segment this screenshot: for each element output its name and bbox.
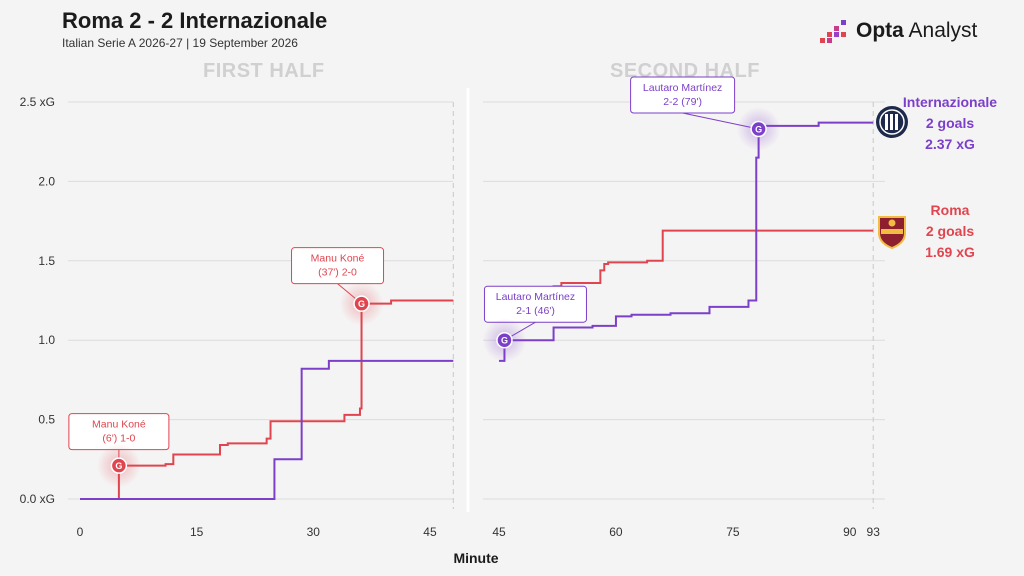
goal-marker	[750, 120, 767, 138]
roma-crest-icon	[878, 216, 906, 250]
series-line-roma	[80, 299, 454, 500]
x-axis-title: Minute	[453, 550, 498, 566]
roma-label: Roma 2 goals 1.69 xG	[905, 200, 995, 263]
x-tick-label: 75	[726, 525, 740, 539]
goal-marker-label: G	[358, 299, 365, 309]
roma-goals: 2 goals	[925, 223, 975, 239]
brand-rest: Analyst	[903, 19, 978, 42]
goal-marker	[496, 331, 513, 349]
opta-analyst-logo: Opta Analyst	[820, 18, 977, 44]
goal-marker-label: G	[501, 336, 508, 346]
inter-crest-bar	[885, 114, 888, 130]
first-half-label: FIRST HALF	[203, 60, 325, 82]
inter-label: Internazionale 2 goals 2.37 xG	[895, 92, 1005, 155]
inter-crest-ring	[879, 109, 905, 135]
goal-callout-text: Manu Koné	[92, 419, 146, 431]
roma-crest-band	[881, 229, 903, 234]
roma-xg: 1.69 xG	[925, 244, 975, 260]
brand-bold: Opta	[856, 19, 904, 42]
inter-crest-bar	[895, 114, 898, 130]
x-tick-label: 15	[190, 525, 204, 539]
goal-marker-label: G	[755, 124, 762, 134]
goal-callout-text: (37') 2-0	[318, 267, 357, 279]
x-tick-label: 90	[843, 525, 857, 539]
inter-goals: 2 goals	[925, 115, 975, 131]
series-line-inter	[499, 121, 874, 362]
inter-crest-icon	[876, 106, 908, 138]
x-tick-label: 0	[77, 525, 84, 539]
roma-crest-wolf	[888, 219, 896, 227]
goal-callout-text: Lautaro Martínez	[496, 291, 575, 303]
goal-marker	[353, 295, 370, 312]
opta-logo-icon	[820, 20, 846, 43]
page-subtitle: Italian Serie A 2026-27 | 19 September 2…	[62, 36, 298, 50]
brand-name: Opta Analyst	[856, 19, 977, 43]
goal-callout-text: Manu Koné	[311, 253, 365, 265]
y-tick-label: 0.0 xG	[20, 492, 55, 506]
goal-callout-text: 2-1 (46')	[516, 305, 555, 317]
goal-callout-text: Lautaro Martínez	[643, 82, 722, 94]
x-tick-label: 45	[423, 525, 437, 539]
goal-callout-box	[630, 76, 736, 114]
goal-callout-text: (6') 1-0	[102, 433, 135, 445]
y-tick-label: 2.5 xG	[20, 95, 55, 109]
x-tick-label: 45	[492, 525, 506, 539]
inter-name: Internazionale	[902, 94, 998, 110]
x-tick-label: 30	[307, 525, 321, 539]
x-tick-label: 93	[867, 525, 881, 539]
inter-crest-bar	[890, 114, 893, 130]
y-tick-label: 1.0	[38, 333, 55, 347]
goal-marker	[110, 457, 128, 474]
inter-xg: 2.37 xG	[925, 136, 975, 152]
goal-callout-text: 2-2 (79')	[663, 96, 702, 108]
y-tick-label: 0.5	[38, 413, 55, 427]
goal-callout-box	[291, 247, 385, 285]
goal-callout-box	[483, 285, 587, 323]
page-title: Roma 2 - 2 Internazionale	[62, 8, 328, 33]
roma-name: Roma	[930, 202, 970, 218]
series-line-inter	[80, 359, 454, 500]
y-tick-label: 2.0	[38, 174, 55, 188]
y-tick-label: 1.5	[38, 254, 55, 268]
x-tick-label: 60	[609, 525, 623, 539]
goal-marker-label: G	[115, 461, 122, 471]
